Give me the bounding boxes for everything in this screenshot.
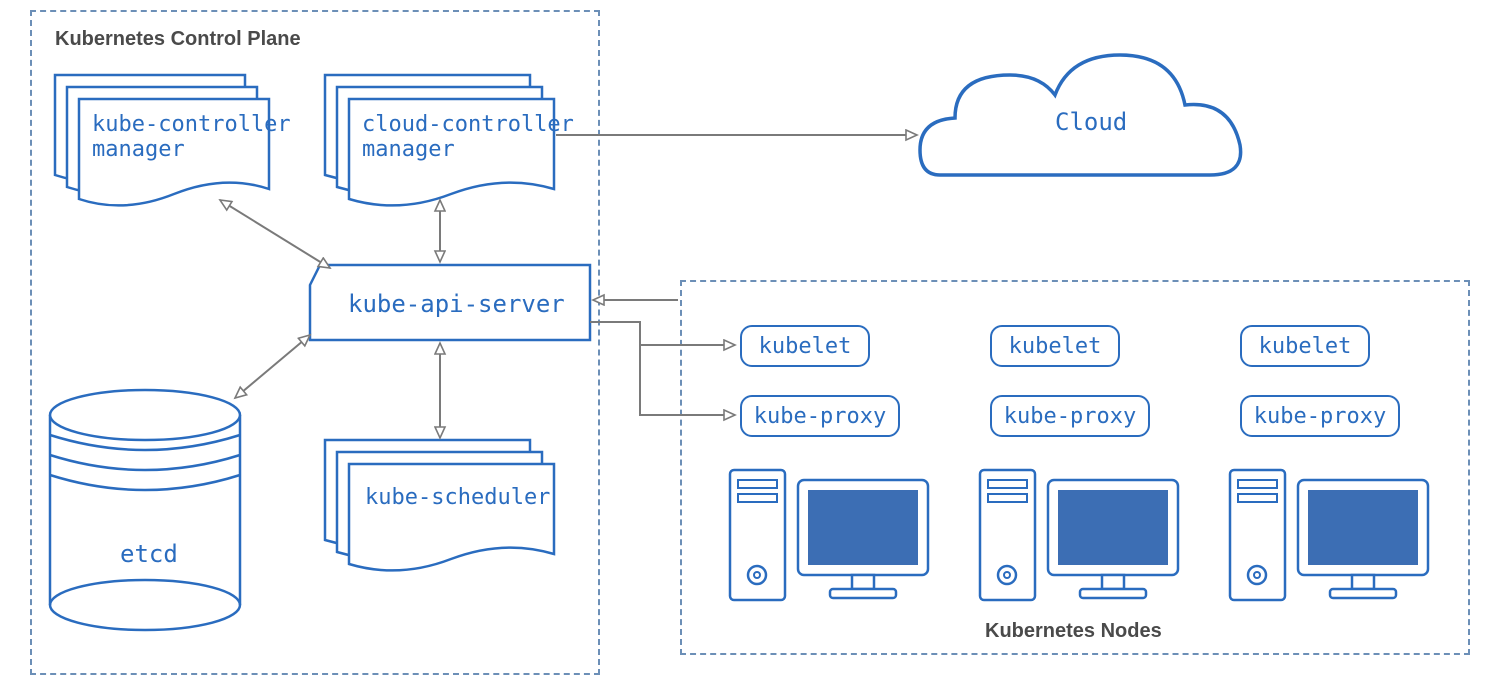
kubelet-pill-1: kubelet [740, 325, 870, 367]
cloud-label: Cloud [1055, 108, 1127, 136]
kube-proxy-pill-3: kube-proxy [1240, 395, 1400, 437]
kube-proxy-pill-1: kube-proxy [740, 395, 900, 437]
etcd-label: etcd [120, 540, 178, 568]
nodes-panel-title: Kubernetes Nodes [985, 620, 1162, 643]
kubelet-pill-3: kubelet [1240, 325, 1370, 367]
diagram-canvas: Kubernetes Control Plane Kubernetes Node… [0, 0, 1500, 685]
kube-scheduler-label: kube-scheduler [365, 485, 550, 510]
cloud-controller-manager-label: cloud-controller manager [362, 112, 574, 162]
kube-api-server-label: kube-api-server [348, 290, 565, 318]
control-plane-panel [30, 10, 600, 675]
control-plane-title: Kubernetes Control Plane [55, 28, 301, 51]
kube-proxy-pill-2: kube-proxy [990, 395, 1150, 437]
kubelet-pill-2: kubelet [990, 325, 1120, 367]
kube-controller-manager-label: kube-controller manager [92, 112, 291, 162]
